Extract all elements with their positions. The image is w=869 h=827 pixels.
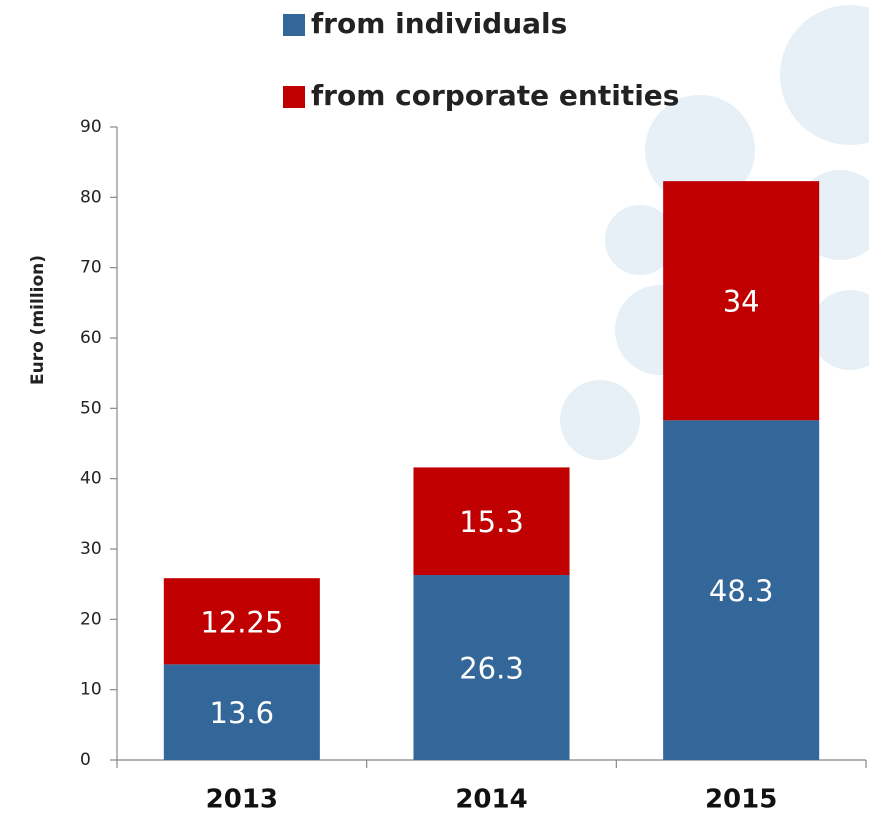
y-tick-label: 80: [80, 187, 102, 207]
value-label: 13.6: [210, 696, 275, 730]
y-tick-label: 20: [80, 609, 102, 629]
value-label: 15.3: [459, 505, 524, 539]
legend-label: from corporate entities: [311, 79, 679, 112]
y-tick-label: 50: [80, 398, 102, 418]
legend-label: from individuals: [311, 7, 567, 40]
x-tick-label: 2014: [455, 785, 527, 815]
value-label: 12.25: [200, 605, 283, 639]
value-label: 34: [723, 285, 760, 319]
legend-swatch: [283, 14, 305, 36]
y-tick-label: 0: [80, 750, 91, 770]
value-label: 48.3: [709, 574, 774, 608]
y-tick-label: 40: [80, 469, 102, 489]
x-tick-label: 2013: [206, 785, 278, 815]
y-axis-title: Euro (million): [28, 255, 48, 385]
y-tick-label: 30: [80, 539, 102, 559]
legend-swatch: [283, 86, 305, 108]
value-label: 26.3: [459, 652, 524, 686]
y-tick-label: 60: [80, 328, 102, 348]
y-tick-label: 90: [80, 117, 102, 137]
x-tick-label: 2015: [705, 785, 777, 815]
y-tick-label: 10: [80, 680, 102, 700]
y-tick-label: 70: [80, 258, 102, 278]
chart: Euro (million) 0 10 20 30 40 50 60 70 80 90 from i…: [0, 0, 869, 827]
